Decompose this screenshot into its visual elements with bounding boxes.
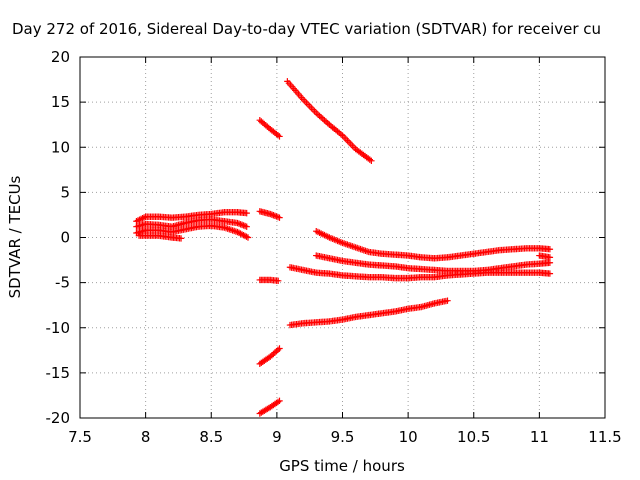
series-track (286, 264, 554, 282)
data-points (133, 78, 554, 417)
data-point-marker (267, 210, 274, 218)
data-point-marker (268, 211, 276, 218)
data-point-marker (368, 157, 375, 164)
series-track (284, 78, 375, 164)
plot-frame (79, 56, 606, 419)
x-tick-label: 11 (530, 428, 549, 446)
y-tick-label: -15 (46, 364, 71, 382)
data-point-marker (546, 270, 554, 277)
data-point-marker (270, 212, 277, 219)
data-point-marker (137, 215, 145, 223)
data-point-marker (276, 133, 283, 140)
x-tick-label: 10.5 (457, 428, 490, 446)
x-tick-label: 9 (272, 428, 282, 446)
series-track (256, 208, 283, 221)
series-track (135, 232, 185, 242)
data-point-marker (274, 277, 282, 285)
data-point-marker (546, 259, 554, 266)
data-point-marker (243, 233, 250, 240)
data-point-marker (271, 212, 279, 220)
data-point-marker (243, 223, 250, 230)
data-point-marker (444, 297, 451, 304)
series-track (133, 222, 252, 241)
series-track (256, 116, 283, 140)
series-track (313, 227, 554, 262)
data-point-marker (273, 213, 280, 220)
data-point-marker (274, 346, 282, 354)
series-track (133, 216, 250, 230)
x-tick-label: 8 (141, 428, 151, 446)
data-point-marker (237, 221, 244, 228)
series-track (536, 252, 554, 261)
x-tick-label: 11.5 (588, 428, 621, 446)
y-tick-label: 0 (60, 229, 70, 247)
series-track (256, 345, 283, 368)
series-track (256, 276, 282, 285)
data-point-marker (140, 214, 148, 221)
x-tick-label: 7.5 (68, 428, 92, 446)
data-point-marker (134, 217, 142, 224)
data-point-marker (243, 209, 250, 217)
data-point-marker (546, 246, 554, 253)
data-point-marker (241, 222, 249, 230)
data-point-marker (276, 214, 283, 221)
x-tick-label: 8.5 (199, 428, 223, 446)
data-point-marker (240, 222, 247, 229)
x-tick-label: 10 (399, 428, 418, 446)
y-tick-label: 20 (51, 48, 70, 66)
series-track (256, 397, 283, 417)
data-point-marker (235, 220, 243, 227)
data-point-marker (177, 235, 185, 242)
data-point-marker (139, 215, 146, 222)
data-point-marker (276, 397, 283, 405)
series-track (286, 297, 451, 329)
y-tick-label: -5 (55, 274, 70, 292)
x-tick-label: 9.5 (331, 428, 355, 446)
y-tick-label: 15 (51, 93, 70, 111)
y-tick-label: 5 (60, 183, 70, 201)
data-point-marker (244, 234, 252, 241)
data-point-marker (546, 254, 554, 261)
y-axis-label: SDTVAR / TECUs (6, 175, 24, 298)
axis-ticks: 7.5 8 8.5 9 9.5 10 10.5 11 11.5 20 15 10 5 0 -5 -10 -15 -… (46, 48, 622, 446)
data-point-marker (234, 219, 241, 227)
x-axis-label: GPS time / hours (279, 457, 405, 475)
y-tick-label: -10 (46, 319, 71, 337)
y-tick-label: -20 (46, 409, 71, 427)
data-point-marker (274, 398, 282, 406)
series-track (133, 209, 250, 225)
data-point-marker (274, 132, 282, 139)
data-point-marker (274, 213, 282, 221)
data-point-marker (136, 216, 143, 223)
data-point-marker (238, 221, 246, 229)
grid (80, 57, 605, 418)
data-point-marker (133, 218, 140, 225)
y-tick-label: 10 (51, 138, 70, 156)
chart-title: Day 272 of 2016, Sidereal Day-to-day VTE… (12, 20, 601, 38)
data-point-marker (276, 345, 283, 352)
